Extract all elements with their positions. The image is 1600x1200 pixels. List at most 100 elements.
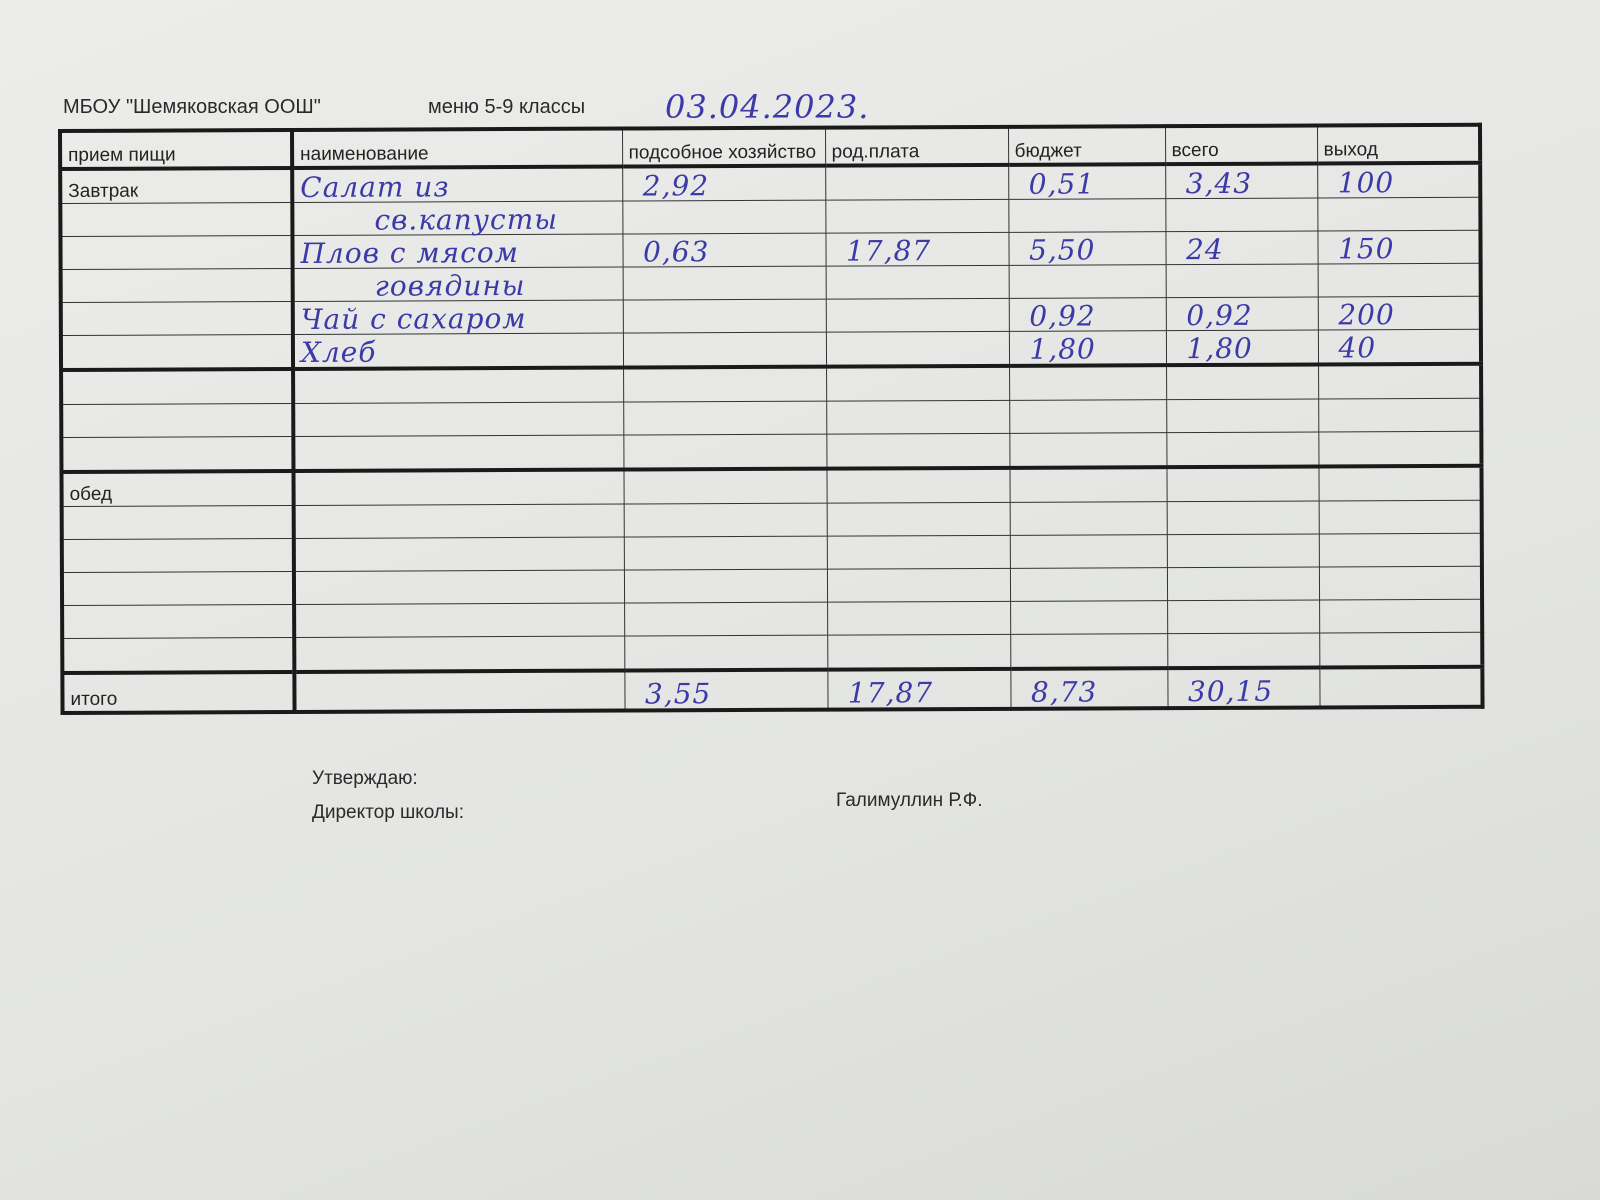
cell-budget <box>1008 264 1166 299</box>
handwritten-budget: 0,92 <box>1029 299 1096 333</box>
handwritten-total-budget: 8,73 <box>1030 675 1098 709</box>
cell-yield <box>1318 398 1482 433</box>
cell-parent <box>826 365 1010 402</box>
cell-yield <box>1318 566 1483 601</box>
cell-name: св.капусты <box>292 201 623 237</box>
cell-meal: Завтрак <box>60 167 293 204</box>
cell-budget <box>1009 365 1167 401</box>
cell-total <box>1166 364 1319 400</box>
cell-parent <box>825 298 1009 333</box>
cell-budget <box>1009 432 1167 468</box>
cell-total: 0,92 <box>1165 297 1318 333</box>
cell-parent <box>826 568 1011 603</box>
cell-yield: 150 <box>1317 230 1481 266</box>
cell-farm: 0,63 <box>622 233 826 269</box>
cell-total <box>1166 399 1319 433</box>
cell-name: Плов с мясом <box>292 234 623 270</box>
handwritten-parent: 17,87 <box>845 234 932 268</box>
school-name: МБОУ "Шемяковская ООШ" <box>63 96 321 118</box>
director-label: Директор школы: <box>312 802 464 823</box>
handwritten-yield: 150 <box>1337 232 1395 266</box>
column-header: всего <box>1164 125 1318 165</box>
cell-yield <box>1318 431 1482 467</box>
cell-budget <box>1009 567 1168 602</box>
handwritten-total-farm: 3,55 <box>644 677 712 711</box>
cell-meal <box>60 202 293 237</box>
handwritten-total-total: 30,15 <box>1187 674 1274 709</box>
cell-farm <box>622 332 827 368</box>
cell-total <box>1167 600 1320 634</box>
cell-name <box>293 504 624 539</box>
menu-title: меню 5-9 классы <box>428 96 586 118</box>
menu-table: прием пищи наименование подсобное хозяйств… <box>58 122 1485 715</box>
handwritten-yield: 200 <box>1338 298 1395 332</box>
total-cell: 17,87 <box>827 668 1011 710</box>
cell-meal <box>60 301 293 336</box>
cell-meal <box>62 637 295 673</box>
handwritten-yield: 100 <box>1337 166 1395 200</box>
cell-total <box>1167 633 1320 669</box>
approve-label: Утверждаю: <box>312 768 418 789</box>
cell-parent <box>826 535 1010 570</box>
column-header: бюджет <box>1007 126 1166 165</box>
cell-yield <box>1319 599 1483 634</box>
cell-yield <box>1317 263 1481 298</box>
cell-budget <box>1009 501 1167 536</box>
cell-budget <box>1008 198 1166 233</box>
cell-budget: 0,51 <box>1008 164 1166 201</box>
cell-meal <box>60 235 293 270</box>
handwritten-total: 3,43 <box>1185 166 1253 201</box>
cell-name <box>293 435 624 471</box>
cell-name <box>293 570 625 605</box>
total-cell <box>1319 666 1483 708</box>
cell-total <box>1166 567 1320 601</box>
cell-meal <box>61 403 294 438</box>
cell-budget <box>1009 399 1167 434</box>
handwritten-name: Хлеб <box>300 335 377 369</box>
cell-parent <box>825 265 1009 300</box>
total-cell: 8,73 <box>1010 668 1168 709</box>
column-header: наименование <box>292 128 623 168</box>
cell-name <box>294 636 625 672</box>
cell-total <box>1166 501 1319 535</box>
cell-name: Салат из <box>292 166 623 204</box>
handwritten-name: говядины <box>374 268 526 303</box>
cell-total <box>1166 432 1319 468</box>
cell-name <box>293 469 624 506</box>
cell-yield <box>1318 500 1482 535</box>
column-header: выход <box>1316 124 1481 164</box>
total-cell <box>294 670 625 712</box>
cell-budget <box>1010 600 1168 635</box>
menu-date: 03.04.2023. <box>665 88 870 126</box>
cell-name <box>293 402 624 437</box>
cell-farm <box>623 503 827 538</box>
cell-meal <box>62 604 295 639</box>
handwritten-yield: 40 <box>1338 331 1377 365</box>
cell-farm <box>623 434 827 470</box>
cell-yield <box>1318 533 1482 568</box>
handwritten-budget: 0,51 <box>1028 167 1096 201</box>
cell-budget <box>1009 534 1167 569</box>
total-cell: 30,15 <box>1167 667 1320 709</box>
cell-yield: 100 <box>1317 162 1481 200</box>
cell-name: Хлеб <box>292 333 624 369</box>
cell-name <box>294 603 625 638</box>
cell-yield <box>1317 197 1481 232</box>
cell-total: 24 <box>1165 231 1318 266</box>
cell-name <box>293 367 624 404</box>
cell-farm <box>623 536 827 571</box>
cell-budget <box>1010 633 1168 669</box>
column-header: прием пищи <box>60 129 293 169</box>
total-cell: итого <box>62 671 295 713</box>
cell-parent <box>825 199 1009 234</box>
handwritten-total: 0,92 <box>1186 298 1253 333</box>
cell-farm <box>623 569 828 604</box>
cell-meal <box>60 334 294 370</box>
director-name: Галимуллин Р.Ф. <box>836 790 983 811</box>
handwritten-name: Плов с мясом <box>300 235 520 270</box>
cell-parent <box>825 164 1009 201</box>
cell-parent <box>827 601 1011 636</box>
handwritten-farm: 0,63 <box>642 235 710 269</box>
cell-yield: 40 <box>1317 329 1482 365</box>
cell-budget: 1,80 <box>1008 330 1167 366</box>
